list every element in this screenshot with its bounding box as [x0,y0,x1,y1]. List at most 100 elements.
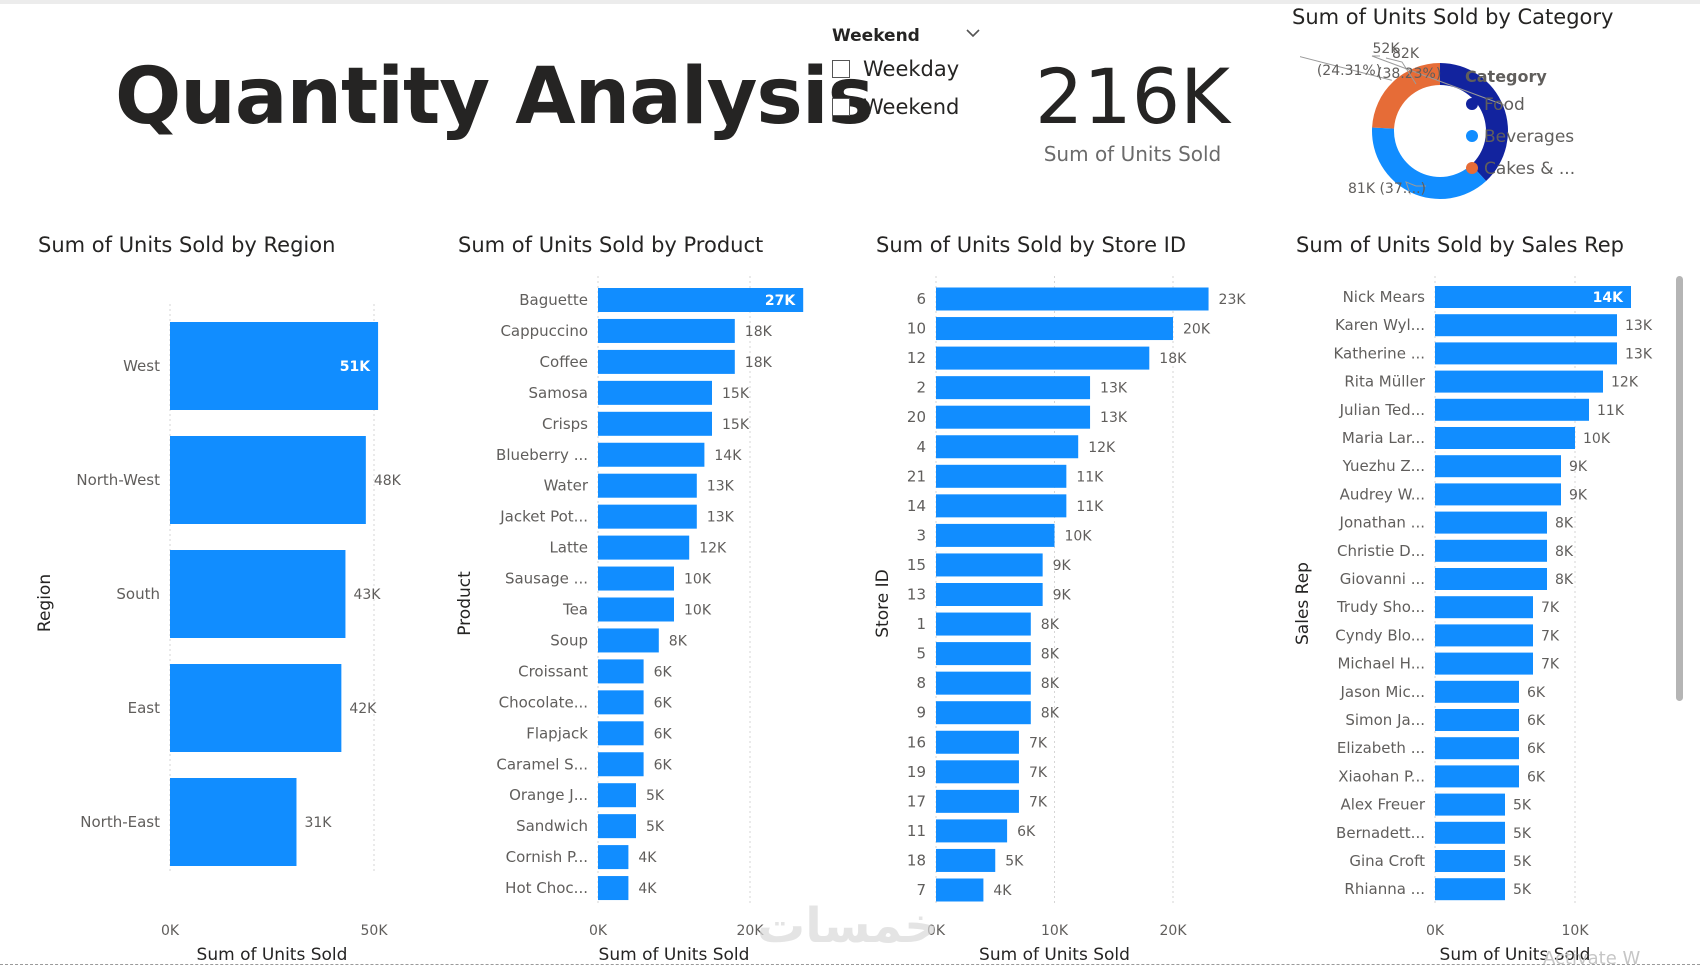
bar [598,845,629,870]
bar-chart-region: 0K 50K Sum of Units Sold Region West 51K North… [35,304,402,965]
weekend-checkbox[interactable] [832,98,850,116]
category-label: 16 [907,733,926,751]
data-label: 9K [1569,487,1588,503]
bar [936,583,1043,606]
x-axis-title: Sum of Units Sold [599,945,750,965]
weekend-slicer[interactable]: Weekend Weekday Weekend [832,26,982,126]
x-axis-title: Sum of Units Sold [979,945,1130,965]
bar [1435,596,1533,619]
bar [598,752,644,777]
category-label: Bernadett... [1336,824,1425,842]
bar [1435,652,1533,675]
category-label: 3 [916,526,926,544]
x-axis-title: Sum of Units Sold [197,945,348,965]
category-label: 5 [916,645,926,663]
x-tick-label: 0K [927,923,946,939]
legend-label: Beverages [1484,127,1574,147]
leader-line [1300,56,1392,81]
data-label: 6K [1527,741,1546,757]
x-tick-label: 10K [1562,923,1590,939]
data-label: 13K [1100,381,1128,397]
bar [936,789,1019,813]
category-label: Nick Mears [1343,288,1426,306]
category-label: Christie D... [1337,542,1425,560]
chevron-down-icon[interactable] [964,24,982,42]
category-label: Tea [562,601,588,619]
weekday-checkbox[interactable] [832,60,850,78]
data-label: 14K [1593,290,1624,306]
data-label: 20K [1183,322,1211,338]
category-label: 6 [916,290,926,308]
data-label: 48K [374,473,402,489]
bar [1435,850,1505,872]
bar [936,848,996,872]
data-label: 42K [349,701,377,717]
category-label: Elizabeth ... [1337,739,1425,757]
bar [1435,624,1533,647]
slicer-option-label: Weekend [863,95,960,119]
bar [598,597,674,622]
data-label: 10K [1065,528,1093,544]
category-label: Samosa [528,384,588,402]
data-label: 13K [1100,410,1128,426]
slicer-option-weekday[interactable]: Weekday [832,50,982,88]
leader-line [1405,181,1426,195]
data-label: 7K [1029,735,1048,751]
bar [598,535,690,560]
kpi-card: 216K Sum of Units Sold [1030,52,1235,166]
bar [936,553,1043,577]
bar [936,494,1067,518]
kpi-label: Sum of Units Sold [1043,142,1222,166]
category-label: 14 [907,497,926,515]
kpi-value: 216K [1035,52,1230,141]
slicer-header[interactable]: Weekend [832,26,982,50]
bar [1435,370,1603,393]
category-label: Flapjack [526,724,588,742]
bar [598,504,697,529]
slicer-option-weekend[interactable]: Weekend [832,88,982,126]
bar [936,376,1091,400]
salesrep-scrollbar[interactable] [1676,276,1683,701]
bar [936,523,1055,547]
bar [170,778,297,866]
data-label: 13K [1625,346,1653,362]
category-label: 20 [907,408,926,426]
legend-marker [1466,130,1478,142]
data-label: 18K [745,324,773,340]
legend-marker [1466,162,1478,174]
leader-line [1371,55,1506,106]
bar [1435,765,1519,788]
bar [1435,709,1519,731]
category-label: Latte [549,539,588,557]
data-label: 15K [722,386,750,402]
category-label: Blueberry ... [496,446,588,464]
bar-chart-product: 0K 20K Sum of Units Sold Product Baguette 27K… [455,276,804,965]
data-label: 14K [714,448,742,464]
bar [1435,398,1589,421]
category-label: Jason Mic... [1339,683,1425,701]
data-label: 9K [1053,558,1072,574]
data-label: 8K [1041,617,1060,633]
data-label: 18K [745,355,773,371]
bar [936,346,1150,370]
x-tick-label: 0K [589,923,608,939]
top-border [0,0,1700,4]
category-label: Jonathan ... [1339,514,1425,532]
category-label: Xiaohan P... [1338,767,1425,785]
bar [598,349,735,374]
category-label: Soup [550,631,588,649]
bar [936,287,1209,311]
data-label: 23K [1219,292,1247,308]
category-label: Giovanni ... [1340,570,1425,588]
data-label: 8K [669,633,688,649]
data-label: 27K [765,293,796,309]
bar [936,405,1091,429]
bar [1435,314,1617,337]
category-label: Rita Müller [1344,373,1425,391]
data-label: 82K [1392,46,1420,62]
data-label: 12K [699,541,727,557]
slicer-title: Weekend [832,26,920,46]
bar [598,288,804,312]
x-tick-label: 20K [1160,923,1188,939]
category-donut-chart[interactable]: 82K(38.23%)81K (37....)CategoryFoodBever… [1300,36,1700,226]
